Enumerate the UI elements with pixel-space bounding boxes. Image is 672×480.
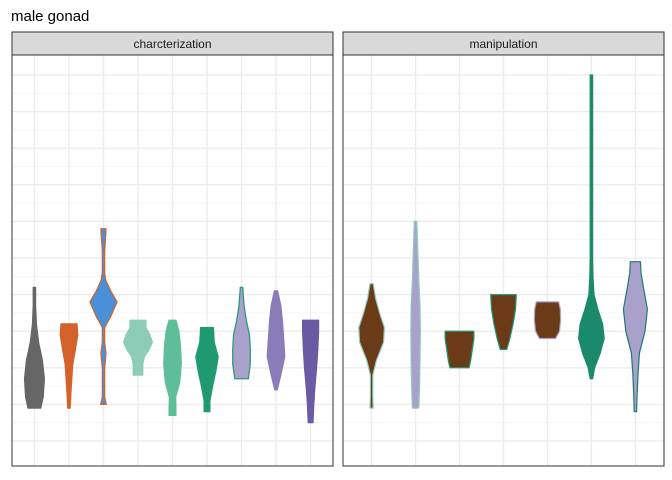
- panel-border: [11, 54, 334, 467]
- violin-charcterization-8: [266, 290, 286, 391]
- violin-charcterization-9: [302, 319, 320, 424]
- violin-charcterization-1: [23, 286, 45, 409]
- violin-manipulation-1: [358, 283, 385, 409]
- facet-panels: charcterization manipulation: [11, 31, 665, 467]
- panel-manipulation: manipulation: [342, 31, 665, 467]
- violin-charcterization-5: [163, 319, 182, 416]
- facet-strip-label: manipulation: [469, 37, 537, 51]
- violin-manipulation-6: [578, 74, 605, 380]
- violin-charcterization-2: [59, 323, 79, 409]
- panel-border: [342, 54, 665, 467]
- violin-charcterization-3: [89, 228, 118, 405]
- violin-charcterization-6: [195, 326, 219, 413]
- facet-strip-label: charcterization: [133, 37, 211, 51]
- violin-manipulation-7: [622, 261, 648, 413]
- chart-title: male gonad: [11, 8, 89, 25]
- gridlines: [343, 55, 664, 466]
- violin-charcterization-4: [123, 319, 153, 376]
- violin-manipulation-4: [490, 294, 517, 351]
- violin-manipulation-3: [444, 330, 475, 369]
- panel-charcterization: charcterization: [11, 31, 334, 467]
- violin-manipulation-5: [533, 301, 562, 340]
- violin-charcterization-7: [232, 286, 251, 380]
- violin-manipulation-2: [410, 220, 421, 409]
